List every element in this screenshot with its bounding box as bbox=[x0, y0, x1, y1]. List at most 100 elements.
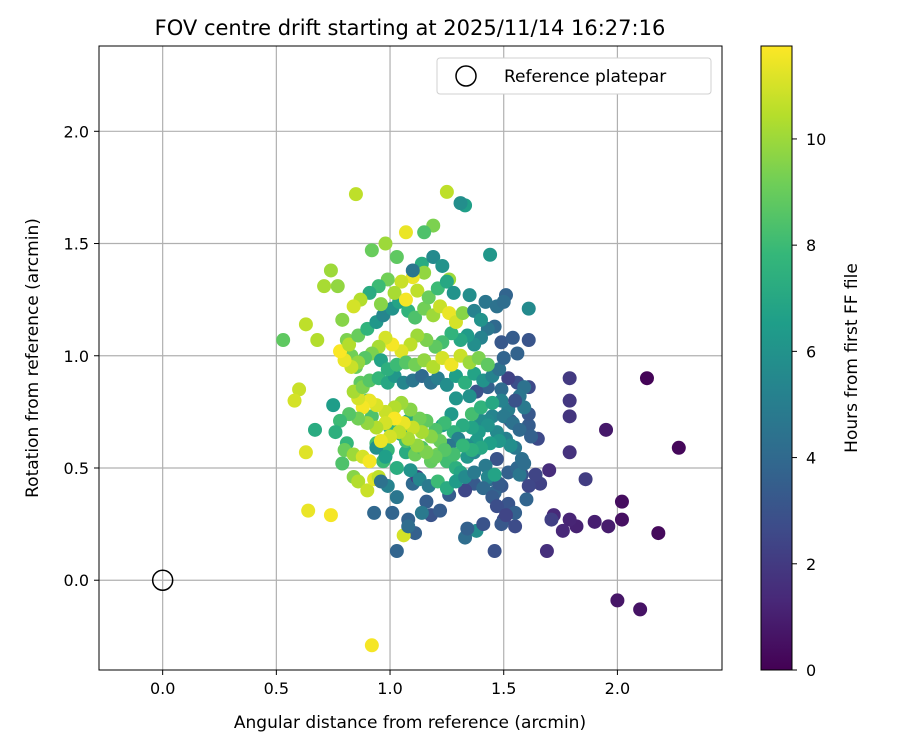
data-point bbox=[317, 279, 332, 294]
colorbar-gradient bbox=[760, 45, 793, 671]
data-point bbox=[485, 395, 500, 410]
legend-box bbox=[436, 57, 712, 95]
data-point bbox=[599, 422, 614, 437]
data-point bbox=[298, 317, 313, 332]
reference-platepar-marker bbox=[151, 569, 174, 591]
data-point bbox=[439, 184, 454, 199]
data-point bbox=[512, 422, 527, 437]
data-point bbox=[483, 247, 498, 262]
data-point bbox=[562, 512, 577, 527]
data-point bbox=[494, 382, 509, 397]
colorbar-tick-label: 0 bbox=[806, 661, 816, 680]
data-point bbox=[403, 463, 418, 478]
data-point bbox=[578, 472, 593, 487]
data-point bbox=[480, 357, 495, 372]
data-point bbox=[487, 544, 502, 559]
data-point bbox=[473, 400, 488, 415]
data-point bbox=[389, 490, 404, 505]
data-point bbox=[610, 593, 625, 608]
data-point bbox=[426, 359, 441, 374]
data-point bbox=[373, 297, 388, 312]
data-point bbox=[521, 301, 536, 316]
x-tick-label: 0.0 bbox=[150, 679, 175, 698]
data-point bbox=[389, 249, 404, 264]
data-point bbox=[455, 438, 470, 453]
data-point bbox=[298, 445, 313, 460]
data-point bbox=[326, 398, 341, 413]
data-point bbox=[351, 474, 366, 489]
data-point bbox=[462, 288, 477, 303]
data-point bbox=[444, 357, 459, 372]
data-point bbox=[401, 519, 416, 534]
data-point bbox=[394, 274, 409, 289]
data-point bbox=[489, 499, 504, 514]
data-point bbox=[398, 292, 413, 307]
data-point bbox=[414, 505, 429, 520]
data-point bbox=[455, 306, 470, 321]
x-tick-label: 0.5 bbox=[264, 679, 289, 698]
data-point bbox=[496, 294, 511, 309]
x-axis-ticks: 0.0 0.5 1.0 1.5 2.0 bbox=[150, 670, 630, 698]
data-point bbox=[508, 519, 523, 534]
data-point bbox=[562, 409, 577, 424]
data-point bbox=[328, 425, 343, 440]
data-point bbox=[501, 371, 516, 386]
data-point bbox=[426, 249, 441, 264]
data-point bbox=[433, 503, 448, 518]
colorbar-tick-label: 4 bbox=[806, 449, 816, 468]
data-point bbox=[417, 265, 432, 280]
data-point bbox=[639, 371, 654, 386]
data-point bbox=[476, 517, 491, 532]
data-point bbox=[519, 492, 534, 507]
gridlines bbox=[99, 46, 722, 670]
data-point bbox=[503, 438, 518, 453]
data-point bbox=[378, 449, 393, 464]
data-point bbox=[439, 274, 454, 289]
data-point bbox=[562, 445, 577, 460]
data-point bbox=[348, 187, 363, 202]
data-point bbox=[439, 377, 454, 392]
data-point bbox=[342, 337, 357, 352]
data-point bbox=[362, 454, 377, 469]
data-point bbox=[587, 514, 602, 529]
data-point bbox=[544, 512, 559, 527]
data-point bbox=[360, 483, 375, 498]
data-point bbox=[335, 456, 350, 471]
data-point bbox=[498, 508, 513, 523]
data-point bbox=[458, 483, 473, 498]
data-point bbox=[614, 494, 629, 509]
data-point bbox=[373, 474, 388, 489]
data-point bbox=[435, 258, 450, 273]
data-point bbox=[398, 225, 413, 240]
x-tick-label: 1.0 bbox=[377, 679, 402, 698]
data-point bbox=[410, 283, 425, 298]
y-tick-label: 1.0 bbox=[64, 347, 89, 366]
data-point bbox=[417, 225, 432, 240]
data-point bbox=[651, 526, 666, 541]
data-point bbox=[405, 263, 420, 278]
y-tick-label: 1.5 bbox=[64, 235, 89, 254]
data-point bbox=[633, 602, 648, 617]
data-point bbox=[385, 505, 400, 520]
data-point bbox=[276, 333, 291, 348]
plot-frame bbox=[98, 45, 723, 671]
data-point bbox=[387, 285, 402, 300]
x-tick-label: 1.5 bbox=[491, 679, 516, 698]
data-point bbox=[333, 413, 348, 428]
y-axis-ticks: 0.0 0.5 1.0 1.5 2.0 bbox=[64, 122, 99, 590]
colorbar-tick-label: 2 bbox=[806, 555, 816, 574]
colorbar-label: Hours from first FF file bbox=[842, 263, 862, 453]
y-tick-label: 0.0 bbox=[64, 571, 89, 590]
data-point bbox=[489, 452, 504, 467]
data-point bbox=[323, 508, 338, 523]
data-point bbox=[301, 503, 316, 518]
data-point bbox=[292, 382, 307, 397]
data-point bbox=[521, 333, 536, 348]
data-point bbox=[528, 467, 543, 482]
data-point bbox=[517, 456, 532, 471]
data-point bbox=[467, 465, 482, 480]
y-tick-label: 2.0 bbox=[64, 122, 89, 141]
data-point bbox=[419, 494, 434, 509]
data-point bbox=[473, 312, 488, 327]
